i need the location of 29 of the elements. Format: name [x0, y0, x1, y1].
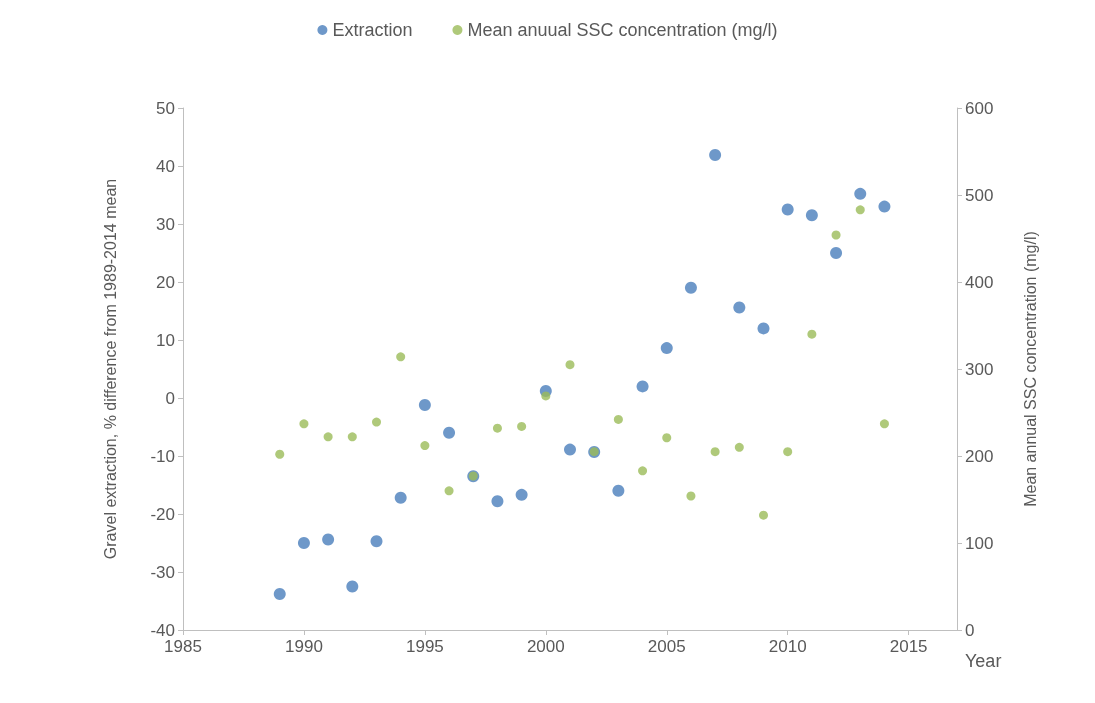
y2-tick-label: 200 [965, 446, 994, 466]
legend-label: Extraction [332, 20, 413, 40]
legend-label: Mean anuual SSC concentration (mg/l) [467, 20, 778, 40]
x-axis-title: Year [965, 651, 1002, 671]
y2-tick-label: 0 [965, 620, 975, 640]
y-tick-label: -10 [150, 446, 175, 466]
x-tick-label: 2015 [889, 637, 928, 656]
y2-tick-label: 300 [965, 359, 994, 379]
y-tick-label: 0 [165, 388, 175, 408]
x-tick-label: 1995 [405, 637, 444, 656]
y-axis-title: Gravel extraction, % difference from 1989-2014 mean [101, 178, 119, 560]
y2-tick-label: 100 [965, 533, 994, 553]
y2-tick-label: 500 [965, 185, 994, 205]
x-tick-label: 1990 [285, 637, 323, 656]
y-tick-label: -20 [150, 504, 175, 524]
x-tick-label: 1985 [164, 637, 202, 656]
x-tick-label: 2005 [647, 637, 686, 656]
y2-tick-label: 400 [965, 272, 994, 292]
y-tick-label: -30 [150, 562, 175, 582]
y-tick-label: 30 [156, 214, 175, 234]
y-tick-label: -40 [150, 620, 175, 640]
x-tick-label: 2010 [768, 637, 807, 656]
y2-axis-title: Mean annual SSC concentration (mg/l) [1021, 231, 1039, 507]
y-tick-label: 50 [156, 98, 175, 118]
y-tick-label: 10 [156, 330, 175, 350]
y-tick-label: 20 [156, 272, 175, 292]
y2-tick-label: 600 [965, 98, 994, 118]
x-tick-label: 2000 [526, 637, 565, 656]
y-tick-label: 40 [156, 156, 175, 176]
